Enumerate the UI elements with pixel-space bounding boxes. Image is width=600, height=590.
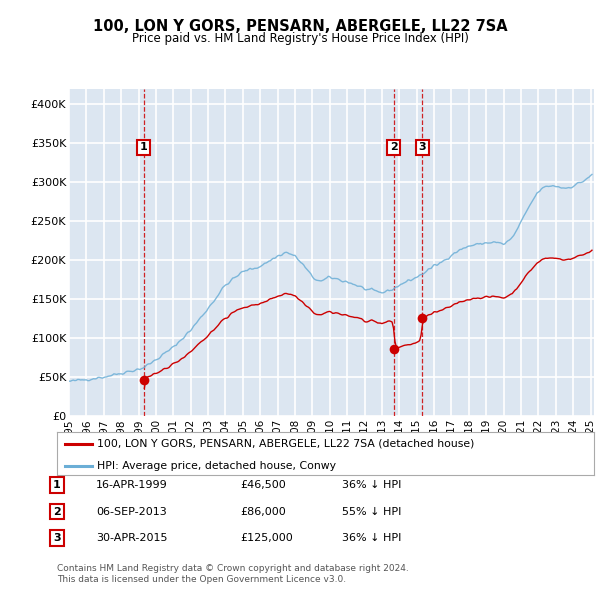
Text: 06-SEP-2013: 06-SEP-2013	[96, 507, 167, 516]
Text: £125,000: £125,000	[240, 533, 293, 543]
Text: 36% ↓ HPI: 36% ↓ HPI	[342, 533, 401, 543]
Text: 1: 1	[140, 142, 148, 152]
Text: 2: 2	[390, 142, 398, 152]
Text: 30-APR-2015: 30-APR-2015	[96, 533, 167, 543]
Text: HPI: Average price, detached house, Conwy: HPI: Average price, detached house, Conw…	[97, 461, 336, 471]
Text: 2: 2	[53, 507, 61, 516]
Text: 16-APR-1999: 16-APR-1999	[96, 480, 168, 490]
Text: 3: 3	[419, 142, 426, 152]
Text: 3: 3	[53, 533, 61, 543]
Text: Price paid vs. HM Land Registry's House Price Index (HPI): Price paid vs. HM Land Registry's House …	[131, 32, 469, 45]
Text: 36% ↓ HPI: 36% ↓ HPI	[342, 480, 401, 490]
Text: This data is licensed under the Open Government Licence v3.0.: This data is licensed under the Open Gov…	[57, 575, 346, 584]
Text: 55% ↓ HPI: 55% ↓ HPI	[342, 507, 401, 516]
Text: Contains HM Land Registry data © Crown copyright and database right 2024.: Contains HM Land Registry data © Crown c…	[57, 565, 409, 573]
Text: 100, LON Y GORS, PENSARN, ABERGELE, LL22 7SA: 100, LON Y GORS, PENSARN, ABERGELE, LL22…	[92, 19, 508, 34]
Text: £86,000: £86,000	[240, 507, 286, 516]
Text: 100, LON Y GORS, PENSARN, ABERGELE, LL22 7SA (detached house): 100, LON Y GORS, PENSARN, ABERGELE, LL22…	[97, 439, 475, 449]
Text: £46,500: £46,500	[240, 480, 286, 490]
Text: 1: 1	[53, 480, 61, 490]
